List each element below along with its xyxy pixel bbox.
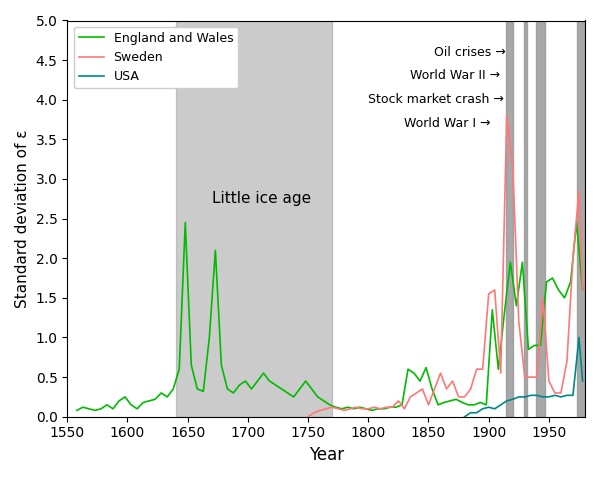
Sweden xyxy=(407,394,414,400)
USA xyxy=(545,394,553,400)
Sweden xyxy=(461,394,468,400)
Sweden xyxy=(497,370,505,376)
England and Wales xyxy=(230,390,237,396)
USA xyxy=(491,406,498,411)
Text: Little ice age: Little ice age xyxy=(212,191,311,206)
Sweden xyxy=(329,404,336,410)
USA xyxy=(461,414,468,420)
Sweden xyxy=(455,394,462,400)
England and Wales xyxy=(182,220,189,226)
Bar xyxy=(524,21,527,417)
USA xyxy=(467,410,474,416)
Sweden xyxy=(569,255,577,261)
USA xyxy=(497,402,505,408)
USA xyxy=(515,394,523,400)
Sweden xyxy=(425,402,432,408)
Sweden xyxy=(310,410,317,416)
USA xyxy=(575,335,583,341)
Sweden xyxy=(341,408,348,413)
Sweden xyxy=(443,386,450,392)
Bar xyxy=(176,21,332,417)
Sweden xyxy=(485,291,492,297)
Sweden xyxy=(467,386,474,392)
Sweden xyxy=(347,406,354,411)
Sweden xyxy=(545,378,553,384)
Sweden xyxy=(365,406,372,411)
USA xyxy=(521,394,529,400)
USA xyxy=(539,394,547,400)
USA xyxy=(579,378,586,384)
USA xyxy=(485,404,492,410)
Sweden xyxy=(579,287,586,293)
Sweden xyxy=(509,164,517,170)
Sweden xyxy=(437,370,444,376)
Sweden xyxy=(533,374,541,380)
Text: Stock market crash →: Stock market crash → xyxy=(368,93,504,106)
England and Wales xyxy=(254,378,261,384)
USA xyxy=(503,398,511,404)
Legend: England and Wales, Sweden, USA: England and Wales, Sweden, USA xyxy=(74,27,238,88)
Sweden xyxy=(479,366,486,372)
Sweden xyxy=(473,366,480,372)
Sweden xyxy=(323,406,330,411)
Sweden xyxy=(515,319,523,324)
Sweden xyxy=(371,404,378,410)
Sweden xyxy=(353,404,360,410)
Text: World War II →: World War II → xyxy=(410,69,500,82)
Sweden xyxy=(563,358,571,364)
Sweden xyxy=(395,398,402,404)
Sweden xyxy=(335,406,342,411)
Sweden xyxy=(413,390,420,396)
Sweden xyxy=(527,374,535,380)
England and Wales xyxy=(555,287,562,293)
Line: Sweden: Sweden xyxy=(308,115,583,417)
England and Wales xyxy=(73,408,80,413)
USA xyxy=(527,392,535,398)
Sweden xyxy=(521,374,529,380)
Bar xyxy=(536,21,545,417)
Sweden xyxy=(304,414,311,420)
USA xyxy=(563,392,571,398)
Y-axis label: Standard deviation of ε: Standard deviation of ε xyxy=(15,129,30,308)
Sweden xyxy=(551,390,559,396)
USA xyxy=(479,406,486,411)
Sweden xyxy=(491,287,498,293)
Line: USA: USA xyxy=(464,338,583,417)
Sweden xyxy=(359,406,366,411)
Text: Oil crises →: Oil crises → xyxy=(434,46,506,59)
Sweden xyxy=(389,404,396,410)
Sweden xyxy=(503,113,511,118)
Text: World War I →: World War I → xyxy=(404,117,491,130)
Sweden xyxy=(449,378,456,384)
England and Wales xyxy=(158,390,165,396)
USA xyxy=(557,394,565,400)
England and Wales xyxy=(579,287,586,293)
Sweden xyxy=(575,188,583,194)
USA xyxy=(473,410,480,416)
USA xyxy=(509,397,517,402)
Sweden xyxy=(383,404,390,410)
Bar xyxy=(577,21,585,417)
Sweden xyxy=(431,386,438,392)
Sweden xyxy=(539,295,547,301)
Sweden xyxy=(419,386,426,392)
USA xyxy=(569,392,577,398)
USA xyxy=(533,392,541,398)
X-axis label: Year: Year xyxy=(308,446,344,464)
Sweden xyxy=(557,390,565,396)
USA xyxy=(551,392,559,398)
Sweden xyxy=(401,406,408,411)
England and Wales xyxy=(332,404,340,410)
Sweden xyxy=(377,406,384,411)
Bar xyxy=(506,21,513,417)
Line: England and Wales: England and Wales xyxy=(77,223,583,411)
Sweden xyxy=(317,408,324,413)
England and Wales xyxy=(236,382,243,388)
